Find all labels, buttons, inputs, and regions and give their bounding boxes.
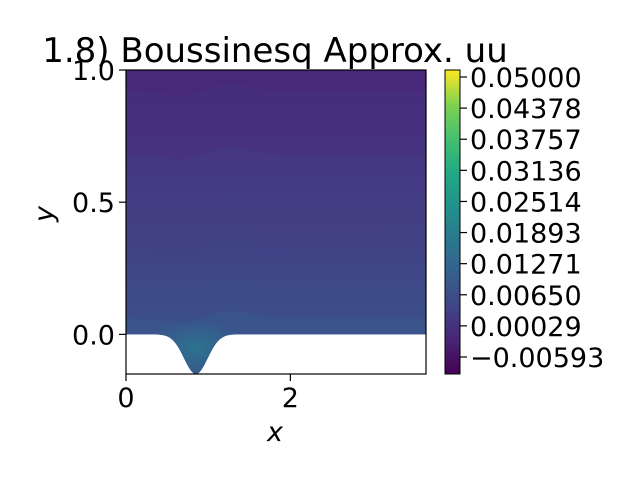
y-tick-label: 0.5 [72,188,115,219]
contour-band-2 [126,189,426,255]
bump-highlight [140,316,251,374]
colorbar-tick-label: 0.01893 [470,219,582,250]
contour-band-3 [126,279,426,324]
colorbar-frame [444,69,461,375]
colorbar-tick-label: 0.04378 [470,94,582,125]
colorbar-ticks: 0.050000.043780.037570.031360.025140.018… [460,63,604,374]
contour-band-0 [126,70,426,96]
colorbar-tick-label: 0.02514 [470,187,582,218]
x-axis-label: x [266,417,284,448]
chart-title: 1.8) Boussinesq Approx. uu [42,31,508,71]
contour-band-1 [126,83,426,160]
y-axis-label: y [29,205,60,223]
colorbar-tick-label: −0.00593 [470,343,604,374]
colorbar-tick-label: 0.01271 [470,250,582,281]
x-tick-label: 0 [117,383,134,414]
y-tick-label: 1.0 [72,56,115,87]
colorbar-tick-label: 0.05000 [470,63,582,94]
y-tick-label: 0.0 [72,320,115,351]
colorbar: 0.050000.043780.037570.031360.025140.018… [444,63,604,375]
colorbar-tick-label: 0.03757 [470,125,582,156]
colorbar-gradient [445,70,460,374]
colorbar-tick-label: 0.00650 [470,281,582,312]
plot-area [125,69,427,375]
colorbar-tick-label: 0.00029 [470,312,582,343]
y-axis: 0.0 0.5 1.0 [72,56,126,351]
colorbar-tick-label: 0.03136 [470,156,582,187]
plot-frame [125,69,427,375]
x-tick-label: 2 [282,383,299,414]
